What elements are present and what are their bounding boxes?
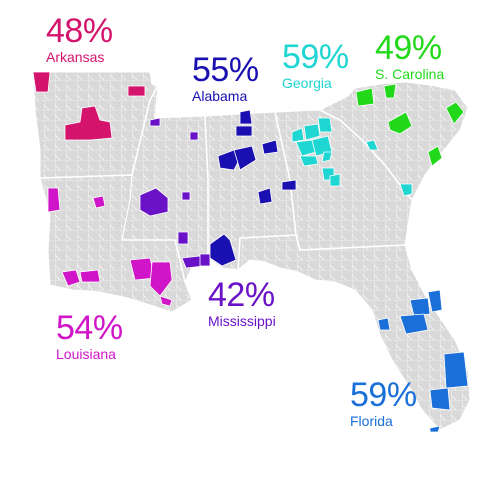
- label-florida: 59% Florida: [350, 378, 417, 428]
- state-name-s-carolina: S. Carolina: [375, 66, 445, 82]
- state-name-florida: Florida: [350, 413, 393, 429]
- percent-georgia: 59%: [282, 38, 349, 76]
- label-s-carolina: 49% S. Carolina: [375, 31, 444, 81]
- highlight-counties-georgia: [291, 117, 413, 197]
- label-georgia: 59% Georgia: [282, 40, 349, 90]
- percent-florida: 59%: [350, 376, 417, 414]
- percent-s-carolina: 49%: [375, 29, 442, 67]
- highlight-counties-arkansas: [32, 71, 146, 141]
- percent-arkansas: 48%: [46, 12, 113, 50]
- state-name-louisiana: Louisiana: [56, 346, 116, 362]
- highlight-counties-mississippi: [139, 117, 211, 269]
- state-name-georgia: Georgia: [282, 75, 332, 91]
- percent-mississippi: 42%: [208, 276, 275, 314]
- label-mississippi: 42% Mississippi: [208, 278, 276, 328]
- percent-louisiana: 54%: [56, 309, 123, 347]
- label-arkansas: 48% Arkansas: [46, 14, 113, 64]
- label-alabama: 55% Alabama: [192, 53, 259, 103]
- state-name-alabama: Alabama: [192, 88, 248, 104]
- state-name-mississippi: Mississippi: [208, 313, 276, 329]
- highlight-counties-florida: [377, 289, 469, 433]
- state-name-arkansas: Arkansas: [46, 49, 105, 65]
- highlight-counties-s-carolina: [355, 83, 465, 167]
- highlight-counties-alabama: [209, 109, 297, 267]
- label-louisiana: 54% Louisiana: [56, 311, 123, 361]
- percent-alabama: 55%: [192, 51, 259, 89]
- highlight-counties-louisiana: [47, 187, 173, 307]
